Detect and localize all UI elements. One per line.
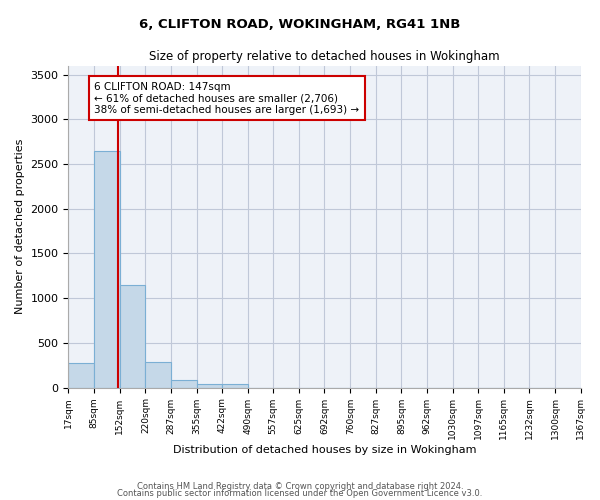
Text: Contains public sector information licensed under the Open Government Licence v3: Contains public sector information licen… xyxy=(118,490,482,498)
Bar xyxy=(197,384,222,388)
Text: 6, CLIFTON ROAD, WOKINGHAM, RG41 1NB: 6, CLIFTON ROAD, WOKINGHAM, RG41 1NB xyxy=(139,18,461,30)
Y-axis label: Number of detached properties: Number of detached properties xyxy=(15,139,25,314)
Bar xyxy=(222,384,248,388)
Title: Size of property relative to detached houses in Wokingham: Size of property relative to detached ho… xyxy=(149,50,500,63)
Bar xyxy=(94,150,119,388)
Bar xyxy=(171,380,197,388)
Bar xyxy=(68,363,94,388)
Bar xyxy=(119,284,145,388)
Text: Contains HM Land Registry data © Crown copyright and database right 2024.: Contains HM Land Registry data © Crown c… xyxy=(137,482,463,491)
X-axis label: Distribution of detached houses by size in Wokingham: Distribution of detached houses by size … xyxy=(173,445,476,455)
Text: 6 CLIFTON ROAD: 147sqm
← 61% of detached houses are smaller (2,706)
38% of semi-: 6 CLIFTON ROAD: 147sqm ← 61% of detached… xyxy=(94,82,359,115)
Bar xyxy=(145,362,171,388)
